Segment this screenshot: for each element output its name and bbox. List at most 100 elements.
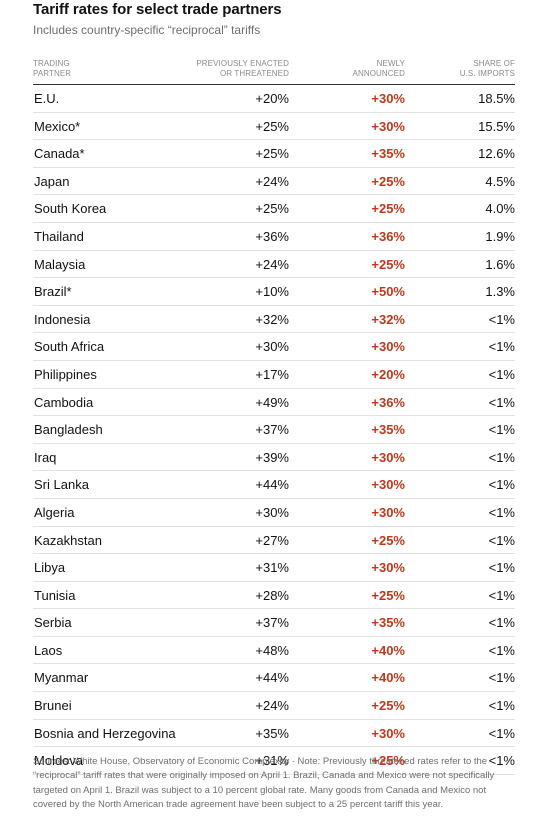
new-rate-cell: +25% [371, 532, 405, 548]
import-share-cell: 4.0% [485, 201, 515, 217]
new-rate-cell: +40% [371, 642, 405, 658]
new-rate-cell: +35% [371, 146, 405, 162]
import-share-cell: <1% [488, 449, 515, 465]
new-rate-cell: +30% [371, 339, 405, 355]
previous-rate-cell: +49% [255, 394, 289, 410]
table-row: Bangladesh +37% +35% <1% [33, 416, 515, 444]
import-share-cell: <1% [488, 532, 515, 548]
new-rate-cell: +25% [371, 201, 405, 217]
partner-cell: South Korea [34, 201, 107, 217]
import-share-cell: <1% [488, 725, 515, 741]
table-row: Myanmar +44% +40% <1% [33, 664, 515, 693]
import-share-cell: <1% [488, 670, 515, 686]
table-row: Algeria +30% +30% <1% [33, 499, 515, 527]
table-row: Mexico* +25% +30% 15.5% [33, 113, 515, 141]
new-rate-cell: +30% [371, 504, 405, 520]
partner-cell: Indonesia [34, 311, 91, 327]
new-rate-cell: +25% [371, 173, 405, 189]
new-rate-cell: +25% [371, 753, 405, 769]
sources-note: Sources: White House, Observatory of Eco… [33, 756, 495, 810]
table-row: Canada* +25% +35% 12.6% [33, 140, 515, 168]
table-row: Moldova +31% +25% <1% [33, 747, 515, 775]
table-row: Japan +24% +25% 4.5% [33, 168, 515, 196]
table-row: South Africa +30% +30% <1% [33, 333, 515, 361]
previous-rate-cell: +24% [255, 698, 289, 714]
new-rate-cell: +30% [371, 91, 405, 106]
previous-rate-cell: +30% [255, 504, 289, 520]
new-rate-cell: +30% [371, 725, 405, 741]
import-share-cell: 1.6% [485, 256, 515, 272]
table-row: Bosnia and Herzegovina +35% +30% <1% [33, 720, 515, 748]
import-share-cell: 12.6% [478, 146, 515, 162]
header-newly-announced: NEWLY ANNOUNCED [352, 59, 405, 78]
previous-rate-cell: +35% [255, 725, 289, 741]
table-row: E.U. +20% +30% 18.5% [33, 85, 515, 113]
partner-cell: Malaysia [34, 256, 86, 272]
table-row: Indonesia +32% +32% <1% [33, 306, 515, 334]
previous-rate-cell: +31% [255, 753, 289, 769]
previous-rate-cell: +27% [255, 532, 289, 548]
table-row: Libya +31% +30% <1% [33, 554, 515, 582]
previous-rate-cell: +25% [255, 146, 289, 162]
partner-cell: E.U. [34, 91, 60, 106]
partner-cell: Japan [34, 173, 70, 189]
partner-cell: Laos [34, 642, 63, 658]
partner-cell: Bangladesh [34, 422, 103, 438]
previous-rate-cell: +48% [255, 642, 289, 658]
partner-cell: Philippines [34, 366, 97, 382]
header-previously-enacted: PREVIOUSLY ENACTED OR THREATENED [196, 59, 289, 78]
new-rate-cell: +32% [371, 311, 405, 327]
previous-rate-cell: +32% [255, 311, 289, 327]
import-share-cell: 18.5% [478, 91, 515, 106]
new-rate-cell: +30% [371, 477, 405, 493]
table-row: Philippines +17% +20% <1% [33, 361, 515, 389]
previous-rate-cell: +28% [255, 587, 289, 603]
table-row: Malaysia +24% +25% 1.6% [33, 251, 515, 279]
partner-cell: Algeria [34, 504, 75, 520]
import-share-cell: <1% [488, 339, 515, 355]
import-share-cell: <1% [488, 753, 515, 769]
table-row: Laos +48% +40% <1% [33, 637, 515, 665]
previous-rate-cell: +10% [255, 284, 289, 300]
import-share-cell: <1% [488, 477, 515, 493]
previous-rate-cell: +20% [255, 91, 289, 106]
previous-rate-cell: +24% [255, 173, 289, 189]
partner-cell: Canada* [34, 146, 85, 162]
header-share-of-imports: SHARE OF U.S. IMPORTS [459, 59, 515, 78]
new-rate-cell: +30% [371, 560, 405, 576]
table-row: Brunei +24% +25% <1% [33, 692, 515, 720]
partner-cell: Iraq [34, 449, 57, 465]
table-row: Brazil* +10% +50% 1.3% [33, 278, 515, 306]
import-share-cell: 4.5% [485, 173, 515, 189]
chart-title: Tariff rates for select trade partners [33, 1, 282, 18]
new-rate-cell: +25% [371, 256, 405, 272]
new-rate-cell: +30% [371, 449, 405, 465]
table-row: Iraq +39% +30% <1% [33, 444, 515, 472]
import-share-cell: <1% [488, 560, 515, 576]
previous-rate-cell: +36% [255, 228, 289, 244]
new-rate-cell: +20% [371, 366, 405, 382]
partner-cell: Cambodia [34, 394, 94, 410]
import-share-cell: <1% [488, 587, 515, 603]
new-rate-cell: +36% [371, 394, 405, 410]
table-row: Tunisia +28% +25% <1% [33, 582, 515, 610]
partner-cell: Tunisia [34, 587, 76, 603]
previous-rate-cell: +25% [255, 201, 289, 217]
previous-rate-cell: +25% [255, 118, 289, 134]
partner-cell: Mexico* [34, 118, 81, 134]
partner-cell: Serbia [34, 615, 72, 631]
header-trading-partner: TRADING PARTNER [33, 59, 72, 78]
import-share-cell: <1% [488, 394, 515, 410]
previous-rate-cell: +44% [255, 477, 289, 493]
new-rate-cell: +36% [371, 228, 405, 244]
previous-rate-cell: +31% [255, 560, 289, 576]
import-share-cell: 15.5% [478, 118, 515, 134]
previous-rate-cell: +44% [255, 670, 289, 686]
previous-rate-cell: +24% [255, 256, 289, 272]
new-rate-cell: +50% [371, 284, 405, 300]
partner-cell: Sri Lanka [34, 477, 89, 493]
partner-cell: Brazil* [34, 284, 72, 300]
import-share-cell: 1.9% [485, 228, 515, 244]
table-row: Kazakhstan +27% +25% <1% [33, 527, 515, 555]
partner-cell: Moldova [34, 753, 84, 769]
